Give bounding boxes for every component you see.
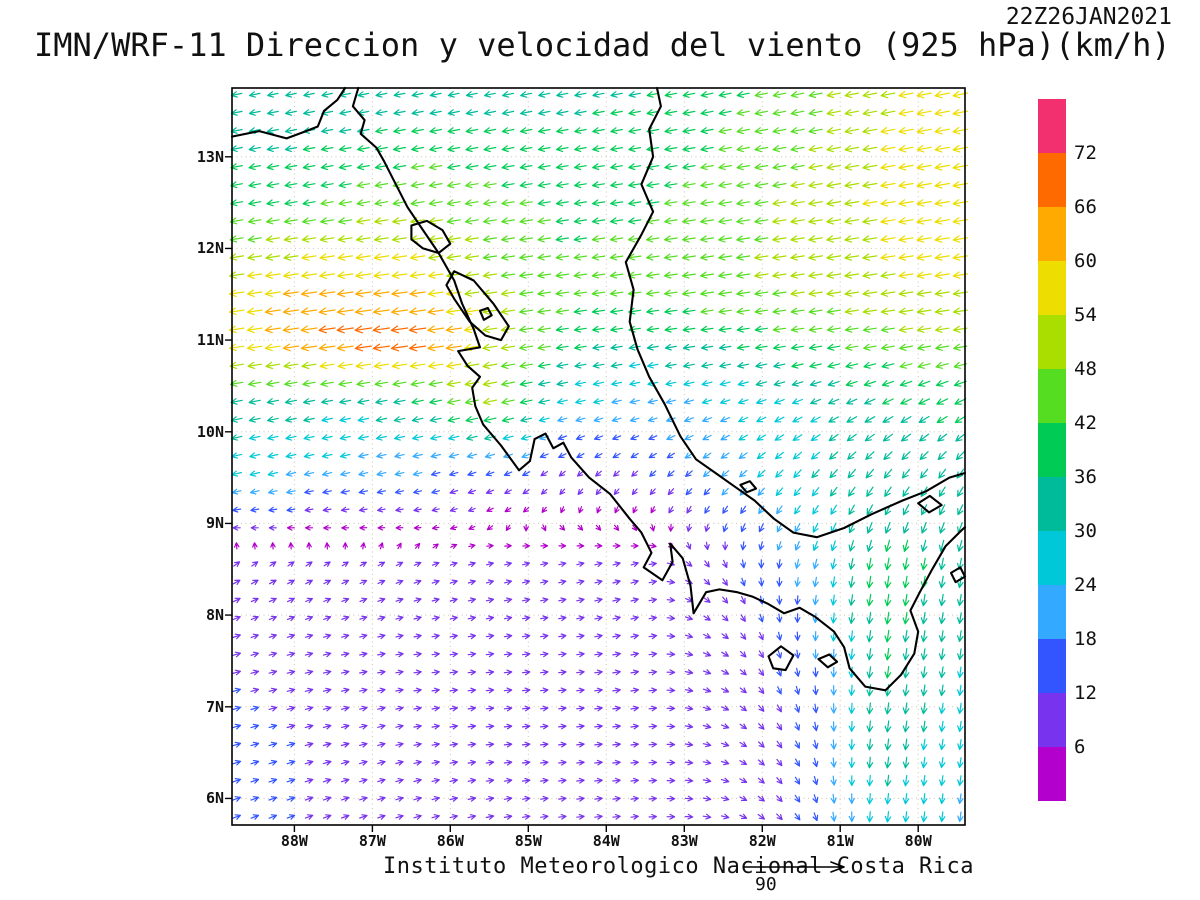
- wind-arrows: [318, 325, 427, 352]
- coastline: [351, 86, 967, 692]
- valid-time-label: 22Z26JAN2021: [1005, 4, 1172, 30]
- colorbar-segment: [1038, 693, 1066, 747]
- coastline: [739, 480, 758, 494]
- plot-frame: [231, 87, 966, 826]
- coastline: [917, 494, 943, 514]
- colorbar-tick-label: 72: [1074, 142, 1097, 164]
- colorbar-tick-label: 42: [1074, 412, 1097, 434]
- wind-arrows: [229, 90, 968, 406]
- colorbar-segment: [1038, 477, 1066, 531]
- lon-tick-label: 84W: [592, 832, 620, 850]
- wind-vector-map: [225, 86, 969, 832]
- lon-tick-label: 83W: [670, 832, 698, 850]
- colorbar-tick-label: 24: [1074, 574, 1097, 596]
- colorbar-segment: [1038, 315, 1066, 369]
- chart-title: IMN/WRF-11 Direccion y velocidad del vie…: [34, 26, 1171, 64]
- lat-tick-label: 10N: [196, 422, 224, 441]
- colorbar-segment: [1038, 639, 1066, 693]
- colorbar-tick-label: 6: [1074, 736, 1086, 758]
- colorbar: [1038, 99, 1066, 801]
- coastline: [817, 653, 839, 669]
- colorbar-segment: [1038, 207, 1066, 261]
- colorbar-tick-label: 12: [1074, 682, 1097, 704]
- lat-tick-label: 12N: [196, 239, 224, 258]
- wind-arrows: [232, 434, 819, 822]
- reference-vector-arrow: [743, 861, 845, 873]
- coastline: [410, 219, 452, 255]
- wind-arrows: [231, 398, 964, 823]
- colorbar-labels: 6 12 18 24 30 36 42 48 54 60 66 72: [1074, 0, 1122, 900]
- wind-arrows: [232, 470, 783, 821]
- colorbar-segment: [1038, 99, 1066, 153]
- colorbar-segment: [1038, 531, 1066, 585]
- colorbar-tick-label: 60: [1074, 250, 1097, 272]
- coastline: [767, 645, 795, 672]
- axis-ticks: [225, 156, 919, 832]
- lat-tick-label: 11N: [196, 331, 224, 350]
- colorbar-segment: [1038, 261, 1066, 315]
- colorbar-segment: [1038, 423, 1066, 477]
- colorbar-tick-label: 36: [1074, 466, 1097, 488]
- lat-tick-label: 6N: [205, 789, 224, 808]
- wind-arrows: [230, 91, 967, 679]
- colorbar-tick-label: 48: [1074, 358, 1097, 380]
- lat-tick-label: 7N: [205, 697, 224, 716]
- wind-arrows: [264, 289, 462, 352]
- coastline: [230, 86, 347, 140]
- colorbar-segment: [1038, 747, 1066, 801]
- wind-arrows: [228, 90, 969, 370]
- colorbar-tick-label: 18: [1074, 628, 1097, 650]
- lon-tick-label: 87W: [358, 832, 386, 850]
- colorbar-segment: [1038, 369, 1066, 423]
- colorbar-tick-label: 54: [1074, 304, 1097, 326]
- wind-arrows: [231, 362, 964, 823]
- coastline: [624, 86, 967, 539]
- colorbar-segment: [1038, 585, 1066, 639]
- lat-tick-label: 8N: [205, 606, 224, 625]
- footer-credit: Instituto Meteorologico Nacional Costa R…: [383, 854, 975, 879]
- coastline: [478, 306, 493, 321]
- coastline: [445, 270, 510, 342]
- wind-arrows: [229, 91, 968, 406]
- coastline: [949, 566, 967, 584]
- wind-arrows: [234, 506, 674, 550]
- lon-tick-label: 81W: [826, 832, 854, 850]
- colorbar-tick-label: 30: [1074, 520, 1097, 542]
- lon-tick-label: 85W: [514, 832, 542, 850]
- lon-tick-label: 80W: [904, 832, 932, 850]
- reference-vector-label: 90: [755, 874, 777, 895]
- lat-tick-label: 9N: [205, 514, 224, 533]
- lon-tick-label: 82W: [748, 832, 776, 850]
- lat-tick-label: 13N: [196, 147, 224, 166]
- map-plot-area: 13N 12N 11N 10N 9N 8N 7N 6N 88W 87W 86W 85W 84W 83W 82…: [197, 86, 969, 850]
- lon-tick-label: 88W: [280, 832, 308, 850]
- colorbar-tick-label: 66: [1074, 196, 1097, 218]
- lon-tick-label: 86W: [436, 832, 464, 850]
- colorbar-segment: [1038, 153, 1066, 207]
